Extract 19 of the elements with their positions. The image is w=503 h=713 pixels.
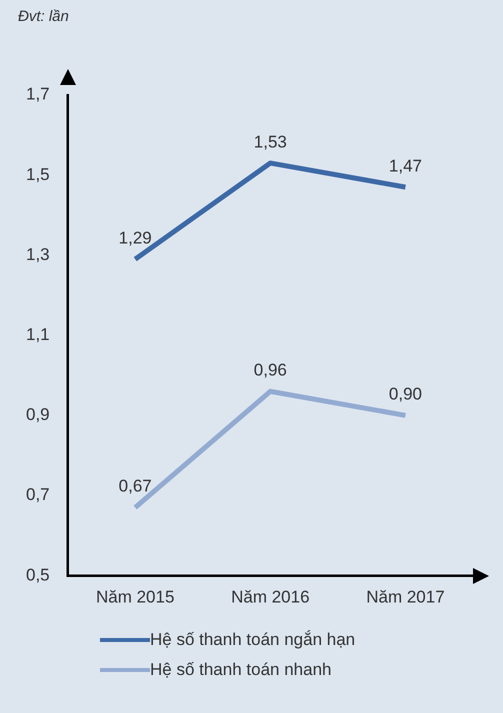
- data-label: 1,53: [254, 132, 287, 152]
- data-label: 0,96: [254, 360, 287, 380]
- legend-label: Hệ số thanh toán ngắn hạn: [150, 630, 356, 650]
- y-tick-label: 0,7: [26, 485, 50, 504]
- data-label: 1,47: [388, 156, 422, 176]
- y-tick-label: 1,3: [26, 244, 50, 264]
- y-tick-label: 1,1: [26, 324, 50, 344]
- y-tick-label: 0,5: [26, 565, 50, 584]
- data-label: 0,90: [388, 384, 422, 404]
- legend-label: Hệ số thanh toán nhanh: [150, 660, 332, 680]
- text: Đvt: lần: [18, 8, 69, 25]
- data-label: 0,67: [118, 476, 152, 496]
- y-tick-label: 1,5: [26, 164, 50, 184]
- y-tick-label: 1,7: [26, 84, 50, 104]
- y-tick-label: 0,9: [26, 405, 50, 424]
- data-label: 1,29: [118, 228, 152, 248]
- x-tick-label: Năm 2017: [366, 587, 445, 606]
- x-tick-label: Năm 2016: [231, 587, 310, 606]
- x-tick-label: Năm 2015: [96, 587, 174, 606]
